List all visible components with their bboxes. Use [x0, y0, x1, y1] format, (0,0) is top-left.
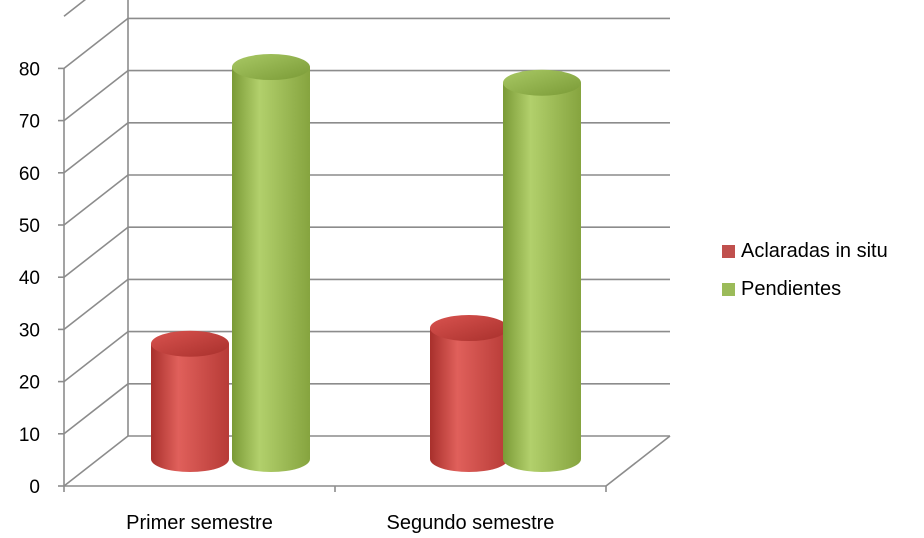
gridline-side: [63, 278, 129, 331]
y-tick-label: 0: [29, 477, 40, 498]
bars: [151, 54, 581, 472]
x-tick-label: Primer semestre: [126, 512, 273, 533]
x-tick-label: Segundo semestre: [387, 512, 555, 533]
bar-top: [151, 330, 229, 357]
gridline-side: [63, 17, 129, 70]
y-tick-label: 80: [19, 59, 40, 80]
legend-swatch-aclaradas: [722, 244, 735, 258]
gridline-side: [63, 435, 129, 487]
y-tick-label: 30: [19, 320, 40, 341]
legend-item-pendientes: Pendientes: [722, 270, 888, 308]
bar-pendientes: [232, 54, 310, 472]
gridline-side: [63, 69, 129, 122]
y-tick-label: 20: [19, 373, 40, 394]
legend: Aclaradas in situ Pendientes: [722, 232, 888, 308]
gridline-side: [63, 122, 129, 174]
legend-label-aclaradas: Aclaradas in situ: [741, 239, 888, 262]
y-tick-label: 40: [19, 268, 40, 289]
y-tick-label: 70: [19, 112, 40, 133]
bar-pendientes: [503, 69, 581, 472]
gridline-side: [63, 383, 129, 435]
bar-body: [503, 82, 581, 472]
bar-body: [430, 328, 508, 472]
bar-top: [430, 315, 508, 342]
legend-swatch-pendientes: [722, 282, 735, 296]
floor-edge: [605, 435, 671, 487]
bar-top: [232, 54, 310, 81]
bar-top: [503, 69, 581, 96]
bar-body: [232, 67, 310, 472]
legend-item-aclaradas: Aclaradas in situ: [722, 232, 888, 270]
labels: 0 10 20 30 40 50 60 70 80 Primer semestre Segundo …: [19, 59, 555, 534]
axes: [58, 67, 607, 492]
legend-label-pendientes: Pendientes: [741, 277, 842, 300]
bar-aclaradas: [151, 330, 229, 472]
bar-aclaradas: [430, 315, 508, 472]
y-tick-label: 10: [19, 425, 40, 446]
y-tick-label: 50: [19, 216, 40, 237]
gridline-side: [63, 226, 129, 278]
gridline-side: [63, 330, 129, 383]
bar-body: [151, 343, 229, 472]
y-tick-label: 60: [19, 164, 40, 185]
gridline-side: [63, 174, 129, 226]
gridline-side: [63, 0, 87, 17]
